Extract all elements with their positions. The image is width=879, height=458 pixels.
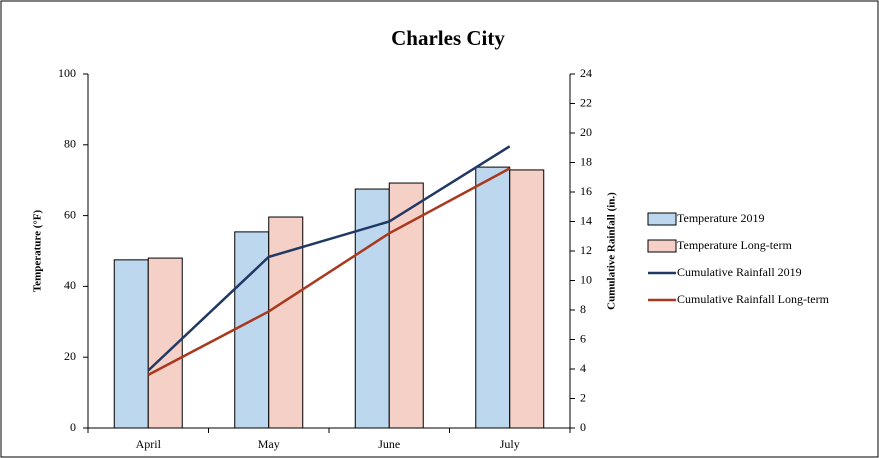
y2-tick-label: 22	[580, 95, 592, 109]
y-tick-label: 40	[64, 278, 76, 292]
legend-label: Temperature Long-term	[677, 238, 792, 252]
y2-tick-label: 10	[580, 272, 592, 286]
y-tick-label: 20	[64, 349, 76, 363]
y2-tick-label: 18	[580, 154, 592, 168]
y2-tick-label: 6	[580, 331, 586, 345]
y2-tick-label: 0	[580, 420, 586, 434]
y2-tick-label: 20	[580, 125, 592, 139]
bar	[509, 169, 545, 429]
y-axis-label: Temperature (°F)	[32, 210, 44, 293]
y2-tick-label: 12	[580, 243, 592, 257]
y-tick-label: 80	[64, 137, 76, 151]
y-tick-label: 0	[70, 420, 76, 434]
line-series	[147, 167, 511, 377]
x-tick-label: May	[258, 437, 280, 451]
legend-swatch	[647, 212, 677, 226]
y2-axis-label: Cumulative Rainfall (in.)	[606, 192, 618, 310]
line-series	[147, 145, 511, 372]
legend-label: Cumulative Rainfall Long-term	[677, 292, 830, 306]
legend-label: Temperature 2019	[677, 211, 764, 225]
y-tick-label: 100	[58, 66, 76, 80]
y-tick-label: 60	[64, 207, 76, 221]
y2-tick-label: 2	[580, 390, 586, 404]
bar	[113, 259, 149, 429]
y2-tick-label: 4	[580, 361, 586, 375]
y2-tick-label: 16	[580, 184, 592, 198]
bar	[354, 188, 390, 429]
x-tick-label: April	[136, 437, 162, 451]
x-tick-label: June	[378, 437, 400, 451]
y2-tick-label: 8	[580, 302, 586, 316]
y2-tick-label: 14	[580, 213, 592, 227]
bar	[234, 231, 270, 429]
bar	[388, 182, 424, 429]
legend-swatch	[647, 239, 677, 253]
legend-label: Cumulative Rainfall 2019	[677, 265, 802, 279]
y2-tick-label: 24	[580, 66, 592, 80]
x-tick-label: July	[500, 437, 520, 451]
chart-title: Charles City	[391, 26, 505, 50]
bar	[475, 166, 511, 429]
